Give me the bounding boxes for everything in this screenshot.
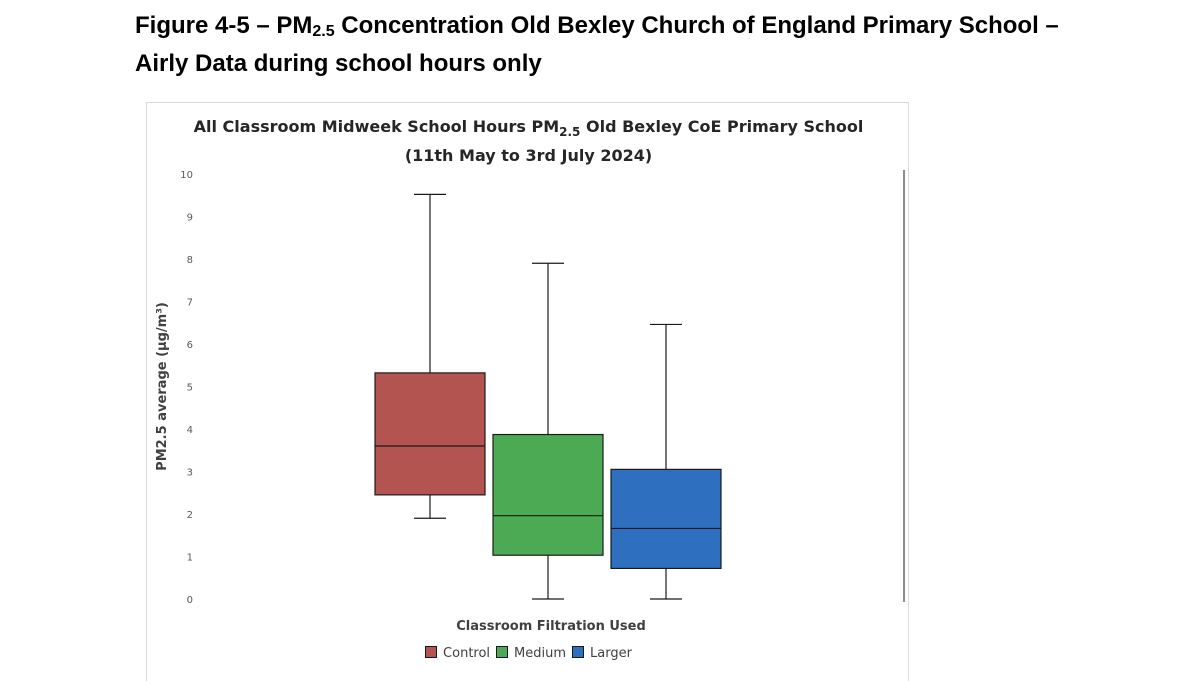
chart-legend: Control Medium Larger [147, 646, 910, 661]
y-tick-label-5: 5 [187, 383, 193, 394]
y-tick-label-6: 6 [187, 340, 193, 351]
caption-subscript: 2.5 [312, 23, 335, 40]
y-tick-label-0: 0 [187, 595, 193, 606]
box-medium [492, 433, 604, 556]
y-tick-label-7: 7 [187, 298, 193, 309]
chart-title-prefix: All Classroom Midweek School Hours PM [193, 117, 560, 136]
x-axis-title: Classroom Filtration Used [456, 619, 646, 634]
chart-area: All Classroom Midweek School Hours PM2.5… [146, 102, 909, 681]
y-tick-label-10: 10 [180, 170, 193, 181]
y-tick-label-1: 1 [187, 553, 193, 564]
legend-label-control: Control [443, 646, 491, 661]
chart-title: All Classroom Midweek School Hours PM2.5… [147, 115, 910, 168]
legend-swatch-medium [496, 646, 509, 658]
caption-line2: Airly Data during school hours only [135, 50, 542, 77]
y-tick-label-9: 9 [187, 213, 193, 224]
legend-label-larger: Larger [590, 646, 632, 661]
figure-caption: Figure 4-5 – PM2.5 Concentration Old Bex… [135, 10, 1175, 80]
chart-title-suffix: Old Bexley CoE Primary School [580, 117, 864, 136]
y-tick-label-3: 3 [187, 468, 193, 479]
legend-swatch-larger [572, 646, 585, 658]
y-tick-label-2: 2 [187, 510, 193, 521]
y-axis-title: PM2.5 average (µg/m³) [155, 302, 170, 471]
caption-suffix: Concentration Old Bexley Church of Engla… [334, 12, 1059, 39]
y-tick-label-8: 8 [187, 255, 193, 266]
legend-item-medium: Medium [496, 646, 566, 661]
legend-item-larger: Larger [572, 646, 632, 661]
chart-title-line2: (11th May to 3rd July 2024) [404, 146, 653, 165]
boxplot-chart: 0 1 2 3 4 5 6 7 8 9 10 PM2.5 average (µg/m³) Classro… [155, 170, 905, 634]
box-control [374, 372, 486, 496]
caption-prefix: Figure 4-5 – PM [135, 12, 313, 39]
legend-label-medium: Medium [514, 646, 567, 661]
legend-item-control: Control [425, 646, 490, 661]
legend-swatch-control [425, 646, 438, 658]
chart-title-subscript: 2.5 [559, 125, 581, 139]
y-tick-label-4: 4 [187, 425, 193, 436]
box-larger [610, 468, 722, 570]
